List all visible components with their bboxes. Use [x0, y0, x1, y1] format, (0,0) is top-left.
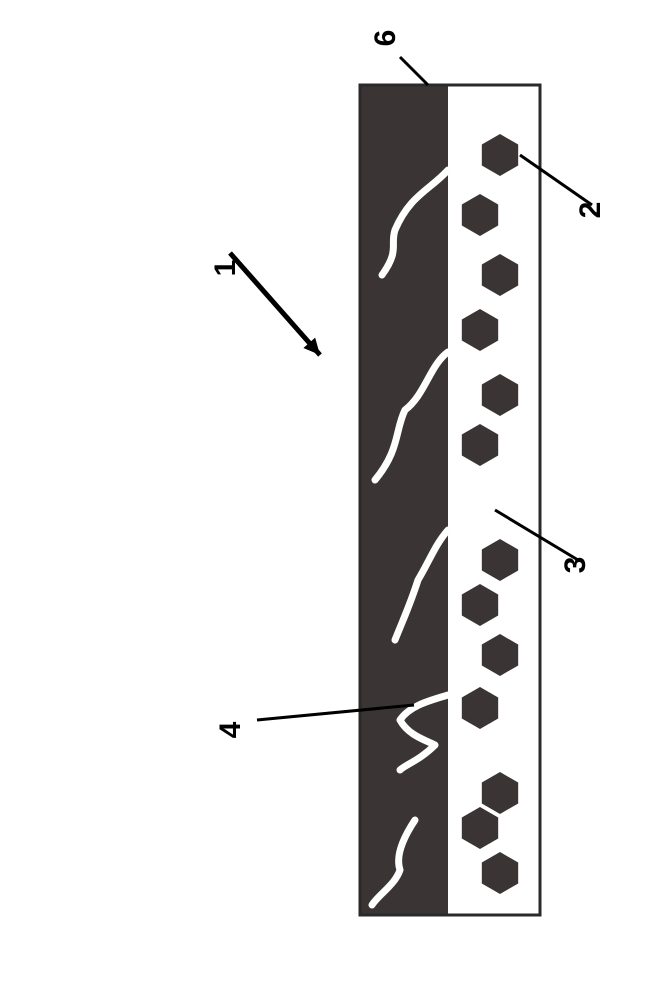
figure-svg: 1 2 3 4 6	[0, 0, 653, 1000]
label-2: 2	[574, 202, 607, 219]
label-6: 6	[369, 30, 402, 47]
label-4: 4	[214, 721, 247, 738]
label-3: 3	[559, 557, 592, 574]
label-1: 1	[209, 260, 242, 277]
